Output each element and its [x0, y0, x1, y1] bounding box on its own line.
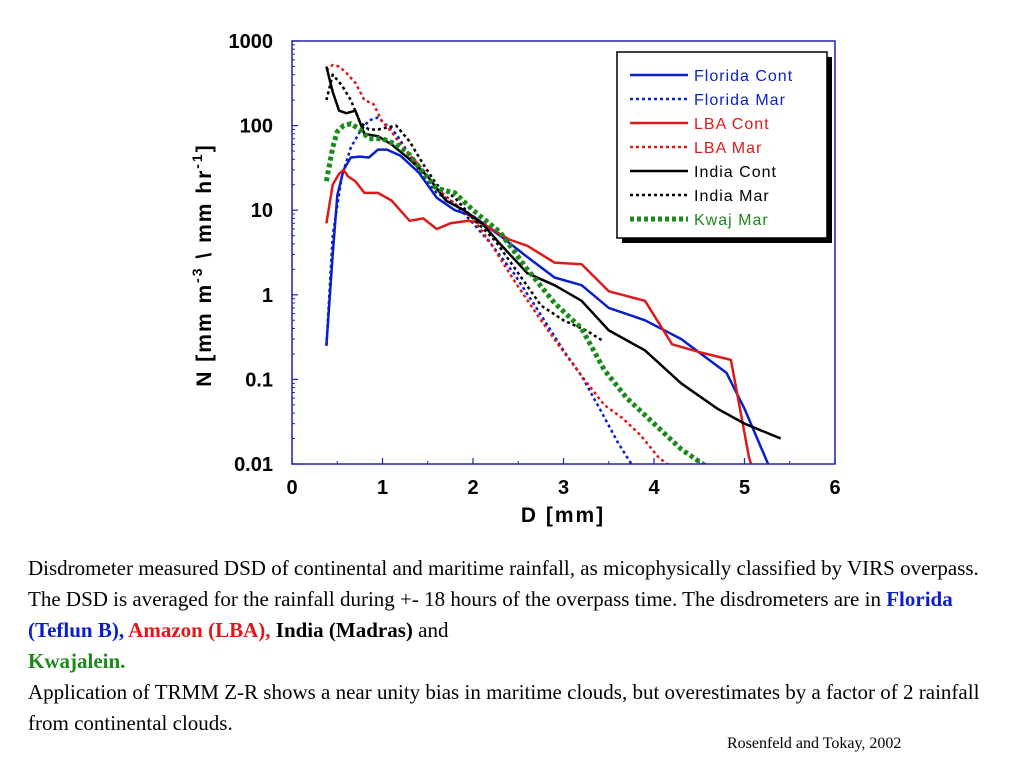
y-tick-label: 0.1: [245, 369, 273, 391]
series-line-1: [325, 116, 633, 464]
caption-india: India (Madras): [270, 618, 413, 642]
dsd-chart: 0 1 2 3 4 5 6 0.01 0.1 1 10 100 1000 D [mm] N [mm m…: [189, 31, 841, 527]
caption-paragraph-1: Disdrometer measured DSD of continental …: [28, 553, 998, 677]
y-tick-labels: 0.01 0.1 1 10 100 1000: [229, 31, 274, 476]
x-axis-label: D [mm]: [521, 504, 605, 527]
legend-label-1: Florida Mar: [694, 92, 786, 109]
series-line-5: [325, 73, 605, 343]
y-tick-label: 10: [251, 200, 273, 222]
plot-lines: [323, 63, 782, 464]
caption-amazon: Amazon (LBA),: [124, 618, 271, 642]
x-tick-label: 5: [739, 477, 750, 499]
y-tick-label: 1: [262, 285, 273, 307]
series-line-2: [325, 168, 753, 464]
series-line-3: [325, 63, 670, 464]
caption-text-1: Disdrometer measured DSD of continental …: [28, 556, 979, 611]
caption-florida: Florida (Teflun B),: [28, 587, 953, 642]
x-tick-label: 6: [829, 477, 840, 499]
caption-paragraph-2: Application of TRMM Z-R shows a near uni…: [28, 680, 980, 735]
legend-items: Florida Cont Florida Mar LBA Cont LBA Mar In…: [630, 68, 793, 229]
x-tick-label: 2: [467, 477, 478, 499]
y-tick-label: 100: [240, 116, 273, 138]
caption-and: and: [412, 618, 449, 642]
y-axis-label: N [mm m-3 \ mm hr-1]: [189, 143, 216, 386]
x-tick-labels: 0 1 2 3 4 5 6: [286, 477, 840, 499]
y-tick-label: 0.01: [234, 454, 273, 476]
legend-label-6: Kwaj Mar: [694, 212, 769, 229]
caption: Disdrometer measured DSD of continental …: [28, 553, 998, 739]
series-line-0: [325, 148, 770, 464]
x-tick-label: 0: [286, 477, 297, 499]
legend-label-0: Florida Cont: [694, 68, 793, 85]
axis-ticks: [291, 40, 836, 465]
x-tick-label: 3: [558, 477, 569, 499]
legend-label-3: LBA Mar: [694, 140, 762, 157]
x-tick-label: 1: [377, 477, 388, 499]
caption-kwajalein: Kwajalein.: [28, 649, 126, 673]
legend-label-2: LBA Cont: [694, 116, 770, 133]
series-line-6: [323, 121, 708, 464]
credit: Rosenfeld and Tokay, 2002: [727, 735, 902, 752]
legend-label-4: India Cont: [694, 164, 777, 181]
y-tick-label: 1000: [229, 31, 274, 53]
x-tick-label: 4: [648, 477, 660, 499]
legend-box: [616, 51, 828, 239]
series-line-4: [325, 66, 782, 440]
legend-label-5: India Mar: [694, 188, 770, 205]
